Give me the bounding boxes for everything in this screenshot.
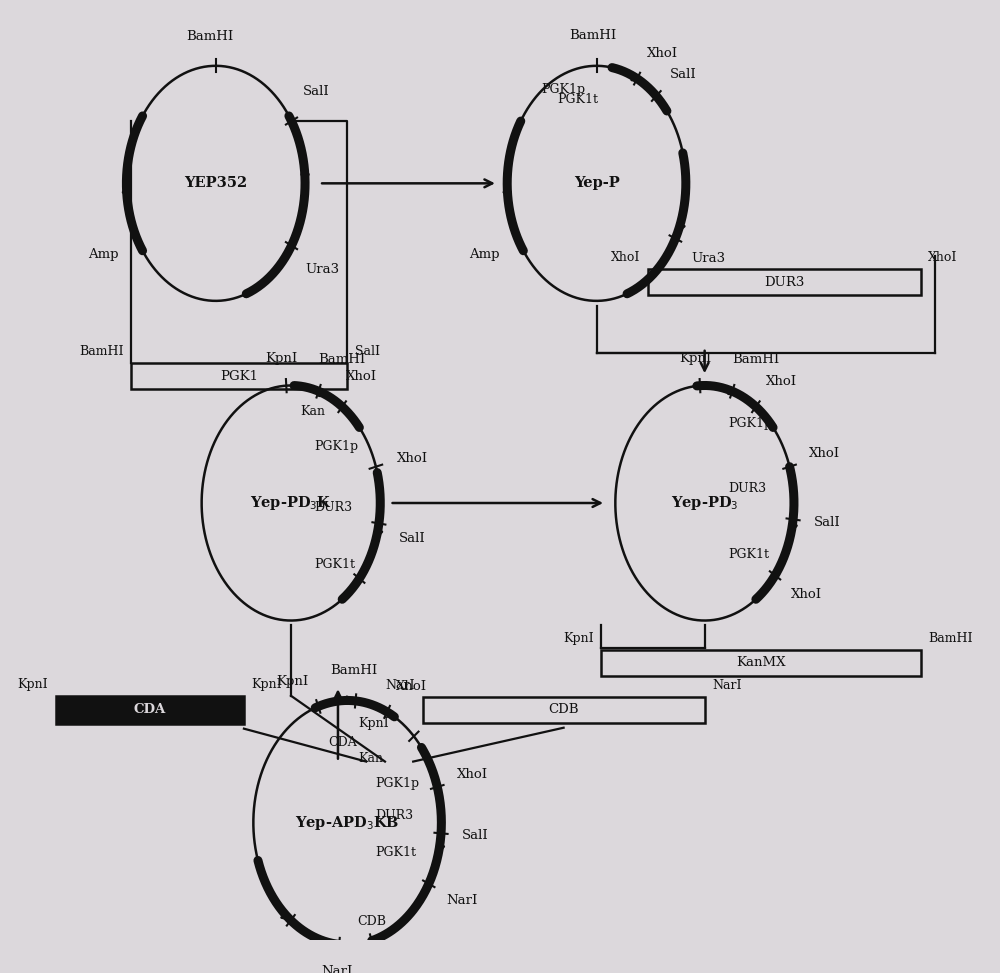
Text: SalI: SalI — [399, 532, 425, 545]
Text: CDB: CDB — [357, 915, 386, 928]
Text: DUR3: DUR3 — [728, 483, 766, 495]
Text: XhoI: XhoI — [791, 588, 822, 601]
Text: BamHI: BamHI — [318, 353, 365, 366]
Text: DUR3: DUR3 — [764, 275, 805, 289]
Text: KpnI: KpnI — [265, 352, 297, 365]
Text: Amp: Amp — [469, 248, 499, 261]
Bar — [131, 363, 347, 389]
Text: KpnI: KpnI — [276, 675, 308, 688]
Text: XhoI: XhoI — [396, 680, 427, 693]
Text: NarI: NarI — [712, 679, 742, 692]
Bar — [56, 696, 244, 724]
Text: BamHI: BamHI — [186, 29, 233, 43]
Text: XhoI: XhoI — [611, 251, 641, 265]
Text: BamHI: BamHI — [569, 29, 616, 43]
Text: PGK1p: PGK1p — [376, 776, 420, 790]
Text: PGK1t: PGK1t — [728, 548, 769, 561]
Text: PGK1t: PGK1t — [376, 847, 417, 859]
Text: XhoI: XhoI — [646, 48, 678, 60]
Text: Yep-P: Yep-P — [574, 176, 619, 191]
Text: XhoI: XhoI — [928, 251, 958, 265]
Text: CDA: CDA — [329, 737, 357, 749]
Text: CDB: CDB — [548, 703, 579, 716]
Text: CDA: CDA — [134, 703, 166, 716]
Text: SalI: SalI — [462, 829, 488, 842]
Text: PGK1: PGK1 — [220, 370, 258, 382]
Text: PGK1t: PGK1t — [557, 92, 598, 106]
Text: Kan: Kan — [359, 752, 384, 765]
Text: XhoI: XhoI — [397, 451, 428, 465]
Text: PGK1t: PGK1t — [314, 558, 355, 570]
Text: Kan: Kan — [300, 406, 325, 418]
Text: Ura3: Ura3 — [692, 252, 726, 266]
Text: XhoI: XhoI — [346, 371, 377, 383]
Bar — [648, 269, 921, 295]
Text: PGK1p: PGK1p — [728, 416, 772, 430]
Text: BamHI: BamHI — [79, 345, 124, 358]
Text: SalI: SalI — [670, 68, 697, 81]
Text: KpnI: KpnI — [359, 717, 389, 731]
Text: BamHI: BamHI — [330, 665, 377, 677]
Text: NarI: NarI — [386, 679, 415, 692]
Text: KpnI: KpnI — [679, 352, 711, 365]
Text: Yep-APD$_3$KB: Yep-APD$_3$KB — [295, 813, 400, 832]
Text: XhoI: XhoI — [809, 448, 840, 460]
Text: Yep-PD$_3$: Yep-PD$_3$ — [671, 494, 738, 512]
Text: SalI: SalI — [355, 345, 380, 358]
Text: KanMX: KanMX — [736, 657, 786, 669]
Text: DUR3: DUR3 — [314, 501, 353, 514]
Text: PGK1p: PGK1p — [541, 83, 585, 96]
Text: SalI: SalI — [814, 516, 840, 528]
Text: YEP352: YEP352 — [184, 176, 247, 191]
Bar — [423, 697, 705, 723]
Text: KpnI: KpnI — [251, 678, 282, 691]
Text: NarI: NarI — [447, 894, 478, 907]
Text: KpnI: KpnI — [18, 678, 48, 691]
Text: DUR3: DUR3 — [376, 809, 414, 821]
Text: Amp: Amp — [88, 248, 119, 261]
Text: BamHI: BamHI — [928, 632, 973, 645]
Text: BamHI: BamHI — [732, 353, 779, 366]
Text: NarI: NarI — [322, 965, 353, 973]
Text: PGK1p: PGK1p — [314, 440, 359, 453]
Text: SalI: SalI — [302, 86, 329, 98]
Bar — [601, 650, 921, 676]
Text: KpnI: KpnI — [563, 632, 594, 645]
Text: Yep-PD$_3$K: Yep-PD$_3$K — [250, 494, 332, 512]
Text: Ura3: Ura3 — [306, 263, 340, 275]
Text: XhoI: XhoI — [766, 376, 797, 388]
Text: XhoI: XhoI — [457, 768, 488, 781]
